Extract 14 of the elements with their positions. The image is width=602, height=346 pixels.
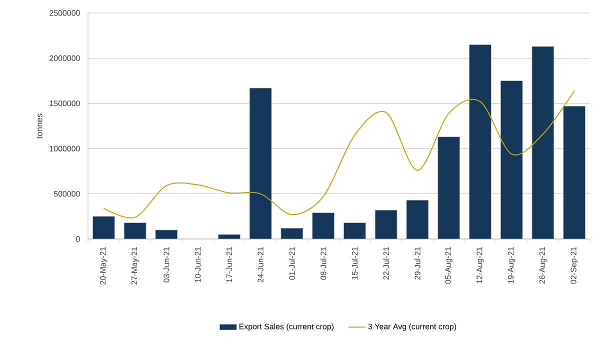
bar	[312, 212, 334, 239]
bar	[344, 222, 366, 239]
bar	[532, 46, 554, 239]
bar	[469, 44, 492, 239]
line-series	[103, 90, 575, 218]
bar	[406, 200, 429, 239]
bar	[124, 222, 146, 239]
bar	[92, 216, 115, 239]
bar	[438, 136, 460, 239]
bar	[500, 80, 523, 239]
y-axis-title: tonnes	[36, 114, 42, 139]
bar	[249, 88, 272, 239]
bar	[374, 210, 398, 239]
bar	[563, 106, 586, 239]
